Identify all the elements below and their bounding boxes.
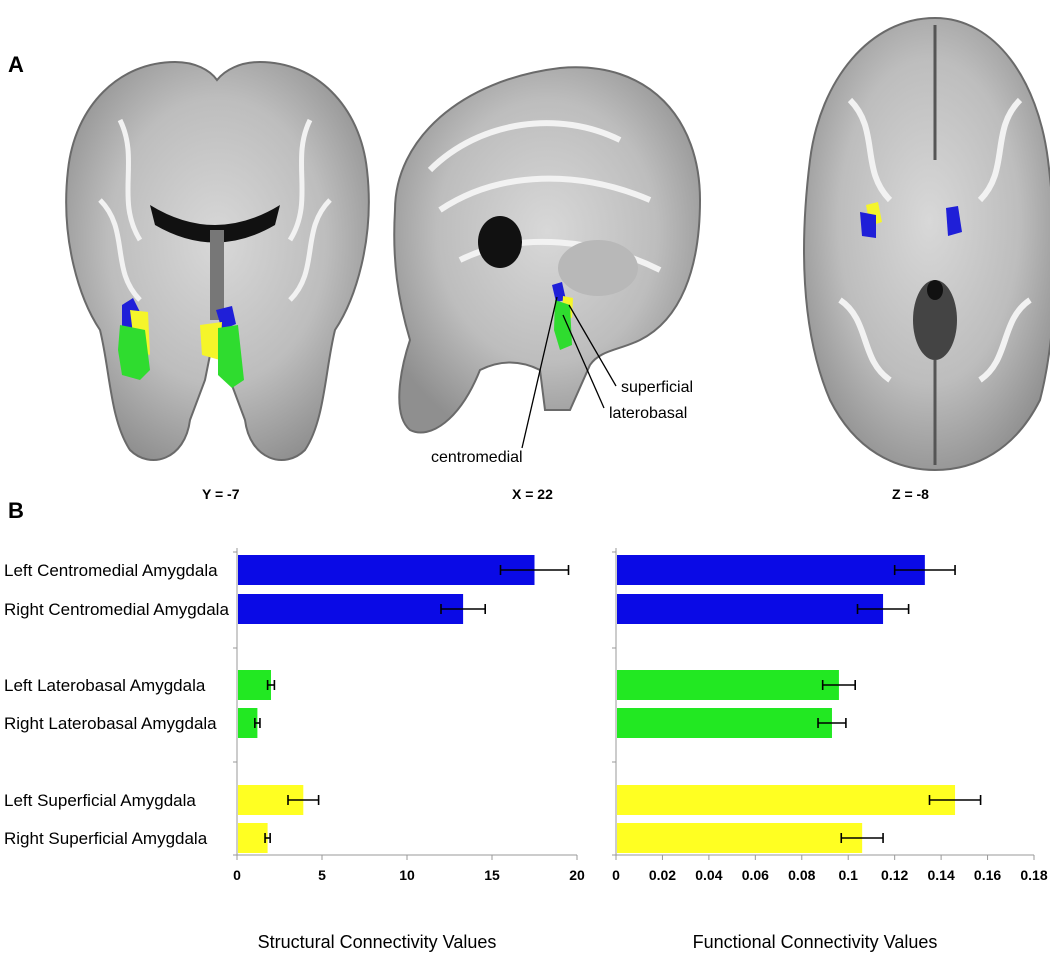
chart0-bar-0: [238, 555, 535, 585]
sagittal-brain-image: superficial laterobasal centromedial: [393, 66, 702, 466]
chart1-x-tick-label: 0.06: [742, 867, 769, 883]
chart0-x-axis-title: Structural Connectivity Values: [258, 932, 497, 952]
chart0-bar-3: [238, 708, 258, 738]
chart1-x-tick-label: 0.14: [927, 867, 954, 883]
annotation-centromedial: centromedial: [431, 449, 523, 466]
chart1-x-axis-title: Functional Connectivity Values: [693, 932, 938, 952]
chart0-bar-1: [238, 594, 464, 624]
chart1-x-tick-label: 0: [612, 867, 620, 883]
axial-coordinate-label: Z = -8: [892, 486, 929, 502]
coronal-coordinate-label: Y = -7: [202, 486, 240, 502]
chart1-x-tick-label: 0.1: [838, 867, 858, 883]
chart0-bar-2: [238, 670, 271, 700]
chart1-x-tick-label: 0.04: [695, 867, 722, 883]
category-label: Right Centromedial Amygdala: [4, 600, 229, 619]
category-label: Left Superficial Amygdala: [4, 791, 196, 810]
chart1-bar-3: [617, 708, 832, 738]
chart0-x-tick-label: 10: [399, 867, 415, 883]
annotation-superficial: superficial: [621, 379, 693, 396]
chart1-bar-4: [617, 785, 956, 815]
chart1-x-tick-label: 0.12: [881, 867, 908, 883]
category-label: Right Laterobasal Amygdala: [4, 714, 217, 733]
chart1-x-tick-label: 0.08: [788, 867, 815, 883]
axial-brain-image: [803, 16, 1050, 472]
panel-label-a: A: [8, 52, 24, 77]
brain-images: superficial laterobasal centromedial: [65, 16, 1050, 472]
chart1-bar-5: [617, 823, 863, 853]
chart0-x-tick-label: 5: [318, 867, 326, 883]
category-label: Right Superficial Amygdala: [4, 829, 208, 848]
chart1-x-tick-label: 0.18: [1020, 867, 1047, 883]
chart0-bar-5: [238, 823, 268, 853]
coronal-brain-image: [65, 60, 370, 461]
category-label: Left Laterobasal Amygdala: [4, 676, 206, 695]
chart1-x-tick-label: 0.02: [649, 867, 676, 883]
chart0-x-tick-label: 15: [484, 867, 500, 883]
chart1-x-tick-label: 0.16: [974, 867, 1001, 883]
chart0-x-tick-label: 0: [233, 867, 241, 883]
annotation-laterobasal: laterobasal: [609, 405, 687, 422]
panel-label-b: B: [8, 498, 24, 523]
chart0-x-tick-label: 20: [569, 867, 585, 883]
chart1-bar-0: [617, 555, 925, 585]
sagittal-coordinate-label: X = 22: [512, 486, 553, 502]
chart1-bar-2: [617, 670, 839, 700]
chart1-bar-1: [617, 594, 884, 624]
category-label: Left Centromedial Amygdala: [4, 561, 218, 580]
